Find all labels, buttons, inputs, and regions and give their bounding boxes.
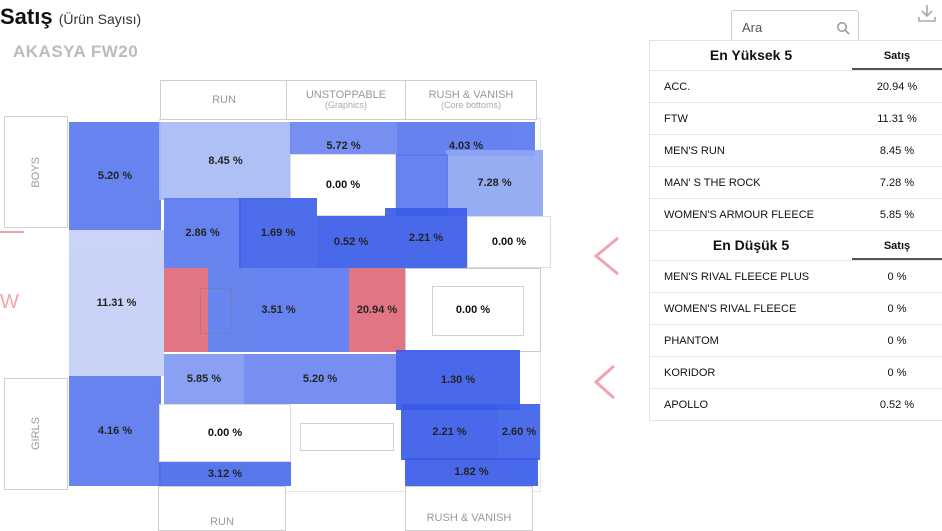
- boys-label: BOYS: [4, 116, 68, 228]
- girls-text: GIRLS: [29, 417, 42, 451]
- run-bottom-text: RUN: [210, 515, 234, 528]
- top5-list: ACC. 20.94 % FTW 11.31 % MEN'S RUN 8.45 % MAN'…: [650, 70, 942, 230]
- phantom-zone[interactable]: 0.00 %: [405, 268, 541, 352]
- row-name: WOMEN'S ARMOUR FLEECE: [664, 209, 815, 221]
- girls-zone[interactable]: 4.16 %: [69, 376, 161, 486]
- unstoppable-sub: (Graphics): [324, 100, 367, 111]
- row-value: 11.31 %: [877, 113, 917, 125]
- bottom5-column-header[interactable]: Satış: [883, 240, 911, 252]
- run-bottom-label: RUN: [158, 486, 286, 531]
- right-arrow-icon: [593, 236, 619, 276]
- table-row[interactable]: FTW 11.31 %: [650, 102, 942, 134]
- store-name: AKASYA FW20: [13, 42, 139, 61]
- top5-column-header[interactable]: Satış: [883, 50, 911, 62]
- row-value: 0.52 %: [879, 399, 915, 411]
- bottom5-title: En Düşük 5: [712, 237, 790, 253]
- zone-169[interactable]: 1.69 %: [239, 198, 317, 268]
- fleece-zone[interactable]: 11.31 %: [69, 230, 164, 376]
- row-name: APOLLO: [664, 399, 709, 411]
- zone-052[interactable]: 0.52 %: [317, 216, 385, 268]
- row-name: ACC.: [664, 81, 691, 93]
- left-arrow-icon: [0, 231, 24, 233]
- table-row[interactable]: KORIDOR 0 %: [650, 356, 942, 388]
- title-text: Satış: [0, 4, 53, 29]
- row-value: 7.28 %: [879, 177, 915, 189]
- boys-text: BOYS: [29, 156, 42, 188]
- table-row[interactable]: WOMEN'S ARMOUR FLEECE 5.85 %: [650, 198, 942, 230]
- table-row[interactable]: MEN'S RUN 8.45 %: [650, 134, 942, 166]
- row-name: FTW: [664, 113, 688, 125]
- rush-top-label: RUSH & VANISH (Core bottoms): [405, 80, 537, 120]
- the-rock-zone[interactable]: 7.28 %: [446, 150, 543, 216]
- zone-520b[interactable]: 5.20 %: [244, 354, 396, 404]
- unstoppable-text: UNSTOPPABLE: [305, 89, 387, 101]
- table-row[interactable]: ACC. 20.94 %: [650, 70, 942, 102]
- row-name: MEN'S RUN: [664, 145, 725, 157]
- rush-bottom-label: RUSH & VANISH: [405, 486, 533, 531]
- top5-header: En Yüksek 5 Satış: [650, 41, 942, 70]
- girls-label: GIRLS: [4, 378, 68, 490]
- acc-max-zone[interactable]: 20.94 %: [349, 268, 405, 352]
- run-top-label: RUN: [160, 80, 288, 120]
- row-value: 0 %: [887, 335, 907, 347]
- rush-bottom-text: RUSH & VANISH: [426, 511, 512, 524]
- zone-130[interactable]: 1.30 %: [396, 350, 520, 410]
- row-name: PHANTOM: [664, 335, 719, 347]
- floor-plan: RUN UNSTOPPABLE (Graphics) RUSH & VANISH(…: [0, 78, 620, 531]
- bottom5-column-underline: [852, 258, 942, 260]
- zone-312[interactable]: 3.12 %: [159, 462, 291, 486]
- zone-286[interactable]: 2.86 %: [164, 198, 241, 268]
- zone-260[interactable]: 2.60 %: [498, 404, 540, 460]
- title-suffix: (Ürün Sayısı): [58, 11, 142, 27]
- search-icon[interactable]: [836, 21, 850, 35]
- right-arrow-icon-2: [593, 364, 615, 400]
- empty-zone-2[interactable]: 0.00 %: [467, 216, 551, 268]
- search-input[interactable]: [742, 20, 832, 35]
- row-name: KORIDOR: [664, 367, 716, 379]
- zone-182[interactable]: 1.82 %: [405, 458, 538, 486]
- zone-221a[interactable]: 2.21 %: [385, 208, 467, 268]
- bottom5-list: MEN'S RIVAL FLEECE PLUS 0 % WOMEN'S RIVAL …: [650, 260, 942, 420]
- mens-run-zone[interactable]: 8.45 %: [159, 122, 292, 200]
- row-name: MEN'S RIVAL FLEECE PLUS: [664, 271, 810, 283]
- top5-title: En Yüksek 5: [709, 47, 793, 63]
- the-rock-zone-left: [396, 154, 448, 216]
- unstoppable-label: UNSTOPPABLE (Graphics): [286, 80, 406, 120]
- zone-585[interactable]: 5.85 %: [164, 354, 244, 404]
- rush-sub: (Core bottoms): [440, 100, 502, 111]
- row-name: MAN' S THE ROCK: [664, 177, 761, 189]
- w-arrow-icon: W: [0, 291, 19, 313]
- table-row[interactable]: MAN' S THE ROCK 7.28 %: [650, 166, 942, 198]
- zone-221b[interactable]: 2.21 %: [401, 404, 498, 460]
- row-value: 8.45 %: [879, 145, 915, 157]
- page-title: Satış (Ürün Sayısı): [0, 4, 141, 30]
- ranking-panel: En Yüksek 5 Satış ACC. 20.94 % FTW 11.31 % M…: [649, 40, 942, 421]
- graphics-zone[interactable]: 5.72 %: [290, 122, 397, 156]
- svg-text:W: W: [0, 291, 19, 313]
- table-row[interactable]: APOLLO 0.52 %: [650, 388, 942, 420]
- top5-column-underline: [852, 68, 942, 70]
- row-value: 5.85 %: [879, 209, 915, 221]
- table-row[interactable]: MEN'S RIVAL FLEECE PLUS 0 %: [650, 260, 942, 292]
- acc-fixture: [200, 288, 232, 334]
- row-value: 20.94 %: [876, 81, 918, 93]
- rush-top-text: RUSH & VANISH: [428, 89, 514, 101]
- row-name: WOMEN'S RIVAL FLEECE: [664, 303, 797, 315]
- boys-zone[interactable]: 5.20 %: [69, 122, 161, 230]
- row-value: 0 %: [887, 367, 907, 379]
- empty-zone-3[interactable]: 0.00 %: [159, 404, 291, 462]
- download-icon[interactable]: [916, 2, 938, 24]
- search-box[interactable]: [731, 10, 859, 44]
- bottom5-header: En Düşük 5 Satış: [650, 230, 942, 260]
- table-row[interactable]: PHANTOM 0 %: [650, 324, 942, 356]
- zone-351[interactable]: 3.51 %: [208, 268, 349, 352]
- bench-fixture: [300, 423, 394, 451]
- table-row[interactable]: WOMEN'S RIVAL FLEECE 0 %: [650, 292, 942, 324]
- phantom-fixture: [432, 286, 524, 336]
- row-value: 0 %: [887, 271, 907, 283]
- run-top-text: RUN: [212, 93, 236, 106]
- row-value: 0 %: [887, 303, 907, 315]
- acc-zone[interactable]: [164, 268, 208, 352]
